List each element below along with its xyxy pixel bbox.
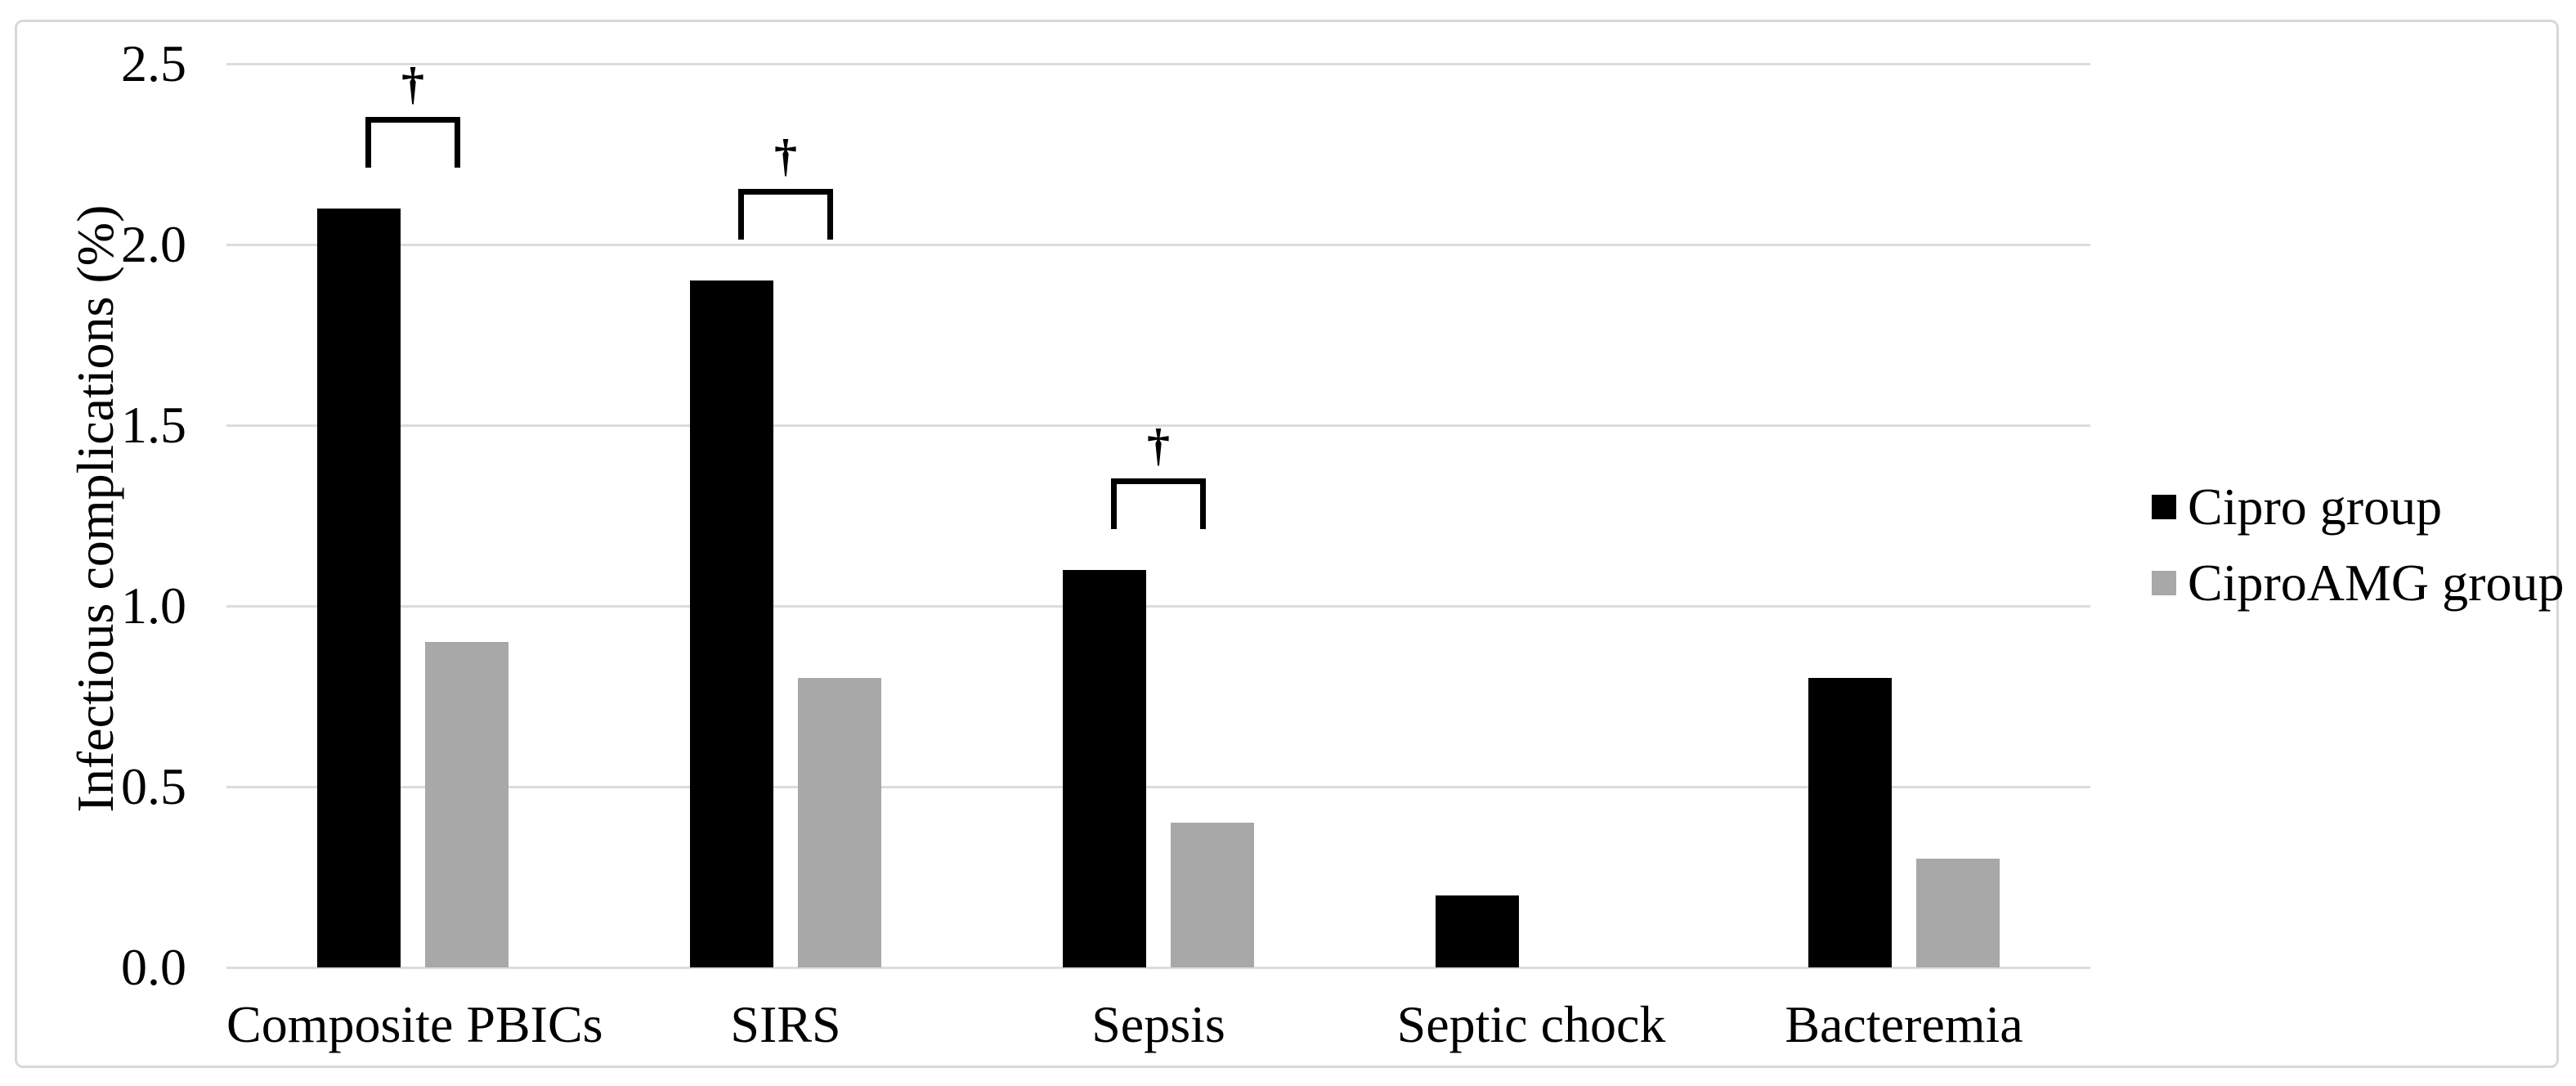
bar-cipro-1 bbox=[690, 280, 773, 967]
y-tick-label-2.5: 2.5 bbox=[121, 34, 186, 92]
bar-cipro-3 bbox=[1436, 895, 1519, 967]
gridline-0.5 bbox=[226, 785, 2090, 788]
y-axis-title: Infectious complications (%) bbox=[66, 204, 124, 813]
bar-ciproamg-0 bbox=[425, 642, 508, 967]
significance-dagger-2: † bbox=[1147, 420, 1170, 471]
figure-border bbox=[15, 20, 2559, 1068]
x-category-label-0: Composite PBICs bbox=[226, 995, 603, 1053]
bar-ciproamg-1 bbox=[798, 678, 881, 967]
legend-item-cipro-group: Cipro group bbox=[2152, 478, 2564, 536]
bar-cipro-0 bbox=[317, 208, 401, 967]
bar-ciproamg-4 bbox=[1916, 859, 2000, 967]
x-category-label-3: Septic chock bbox=[1396, 995, 1666, 1053]
gridline-2.5 bbox=[226, 62, 2090, 65]
legend-label-ciproamg-group: CiproAMG group bbox=[2188, 554, 2565, 612]
significance-bracket-0 bbox=[365, 116, 460, 168]
gridline-1.5 bbox=[226, 424, 2090, 427]
y-tick-label-1.0: 1.0 bbox=[121, 577, 186, 635]
legend: Cipro group CiproAMG group bbox=[2152, 478, 2565, 612]
significance-bracket-2 bbox=[1111, 478, 1206, 529]
legend-swatch-ciproamg-group bbox=[2152, 571, 2176, 595]
legend-label-cipro-group: Cipro group bbox=[2188, 478, 2443, 536]
y-tick-label-0.5: 0.5 bbox=[121, 757, 186, 815]
x-category-label-4: Bacteremia bbox=[1785, 995, 2023, 1053]
gridline-1.0 bbox=[226, 604, 2090, 608]
y-tick-label-2.0: 2.0 bbox=[121, 215, 186, 273]
x-category-label-2: Sepsis bbox=[1091, 995, 1225, 1053]
significance-dagger-1: † bbox=[774, 131, 797, 182]
legend-swatch-cipro-group bbox=[2152, 495, 2176, 519]
bar-cipro-4 bbox=[1808, 678, 1892, 967]
gridline-0.0 bbox=[226, 966, 2090, 969]
legend-item-ciproamg-group: CiproAMG group bbox=[2152, 554, 2565, 612]
y-tick-label-1.5: 1.5 bbox=[121, 396, 186, 454]
x-category-label-1: SIRS bbox=[730, 995, 841, 1053]
bar-cipro-2 bbox=[1063, 569, 1146, 967]
bar-ciproamg-2 bbox=[1171, 823, 1254, 967]
y-tick-label-0.0: 0.0 bbox=[121, 938, 186, 996]
gridline-2.0 bbox=[226, 243, 2090, 246]
significance-bracket-1 bbox=[738, 189, 833, 240]
significance-dagger-0: † bbox=[401, 58, 424, 110]
